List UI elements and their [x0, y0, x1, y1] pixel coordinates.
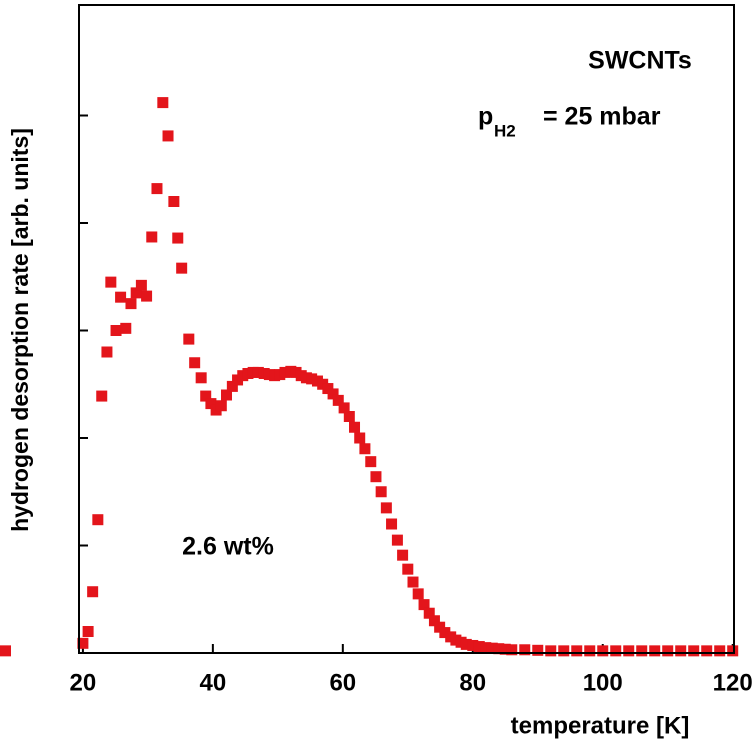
sample-label: SWCNTs [588, 47, 692, 75]
data-point [252, 366, 264, 378]
data-point [532, 644, 544, 656]
data-point [146, 231, 158, 243]
data-point [675, 645, 687, 657]
data-point [205, 398, 217, 410]
data-point [714, 645, 726, 657]
data-point [480, 642, 492, 654]
x-tick-label: 100 [583, 669, 623, 696]
data-point [380, 502, 392, 514]
data-point [701, 645, 713, 657]
data-point [151, 183, 163, 195]
data-point [332, 394, 344, 406]
data-point [397, 549, 409, 561]
data-point [610, 645, 622, 657]
data-point [115, 291, 127, 303]
data-point [375, 486, 387, 498]
data-point [172, 232, 184, 244]
data-point [349, 421, 361, 433]
data-point [0, 645, 11, 657]
data-point [306, 373, 318, 385]
data-point [727, 645, 739, 657]
data-point [77, 637, 89, 649]
data-point [105, 276, 117, 288]
data-point [636, 645, 648, 657]
data-point [688, 645, 700, 657]
data-point [506, 644, 518, 656]
x-tick-label: 40 [200, 669, 227, 696]
data-point [486, 642, 498, 654]
data-point [130, 287, 142, 299]
data-point [493, 643, 505, 655]
data-point [87, 586, 99, 598]
data-point [407, 576, 419, 588]
pressure-symbol: p [478, 103, 493, 131]
data-point [343, 411, 355, 422]
data-point [226, 380, 238, 392]
data-point [101, 346, 113, 358]
data-point [649, 645, 661, 657]
data-point [110, 325, 122, 336]
data-point [125, 298, 137, 310]
data-point [519, 644, 531, 656]
data-point [370, 471, 382, 483]
data-point [176, 262, 188, 274]
data-point [473, 641, 485, 653]
data-point [597, 645, 609, 657]
capacity-label: 2.6 wt% [182, 533, 274, 561]
data-point [168, 196, 180, 207]
data-point [200, 390, 212, 402]
data-point [195, 372, 207, 384]
data-point [439, 627, 451, 639]
data-point [354, 432, 366, 444]
data-point [365, 456, 377, 468]
x-axis-label: temperature [K] [511, 712, 690, 739]
data-point [157, 97, 169, 109]
data-point [120, 322, 132, 334]
data-point [584, 645, 596, 657]
pressure-value: = 25 mbar [543, 103, 661, 131]
data-point [162, 130, 174, 142]
y-axis-label: hydrogen desorption rate [arb. units] [7, 128, 33, 532]
data-point [402, 563, 414, 575]
data-point [412, 588, 424, 600]
data-point [460, 638, 472, 650]
pressure-subscript: H2 [494, 121, 516, 140]
plot-frame [78, 4, 735, 654]
data-point [327, 388, 339, 400]
data-point [418, 599, 430, 611]
data-point [82, 626, 94, 637]
data-point [221, 389, 233, 401]
data-point [141, 290, 153, 302]
data-point [92, 514, 104, 526]
data-point [558, 645, 570, 657]
x-tick-label: 80 [459, 669, 486, 696]
data-point [428, 615, 440, 627]
data-point [467, 639, 479, 651]
x-tick-label: 60 [329, 669, 356, 696]
data-point [499, 643, 511, 655]
data-point [359, 443, 371, 455]
data-point [423, 607, 435, 619]
data-point [391, 534, 403, 546]
x-tick-label: 20 [70, 669, 97, 696]
data-point [662, 645, 674, 657]
data-point [135, 279, 147, 291]
data-point [215, 400, 227, 412]
data-point [338, 402, 350, 414]
data-point [189, 357, 201, 369]
data-point [545, 645, 557, 657]
data-point [183, 333, 195, 345]
x-tick-label: 120 [713, 669, 753, 696]
data-point [279, 366, 291, 378]
data-point [96, 390, 108, 402]
data-point [623, 645, 635, 657]
data-point [386, 518, 398, 530]
data-point [571, 645, 583, 657]
